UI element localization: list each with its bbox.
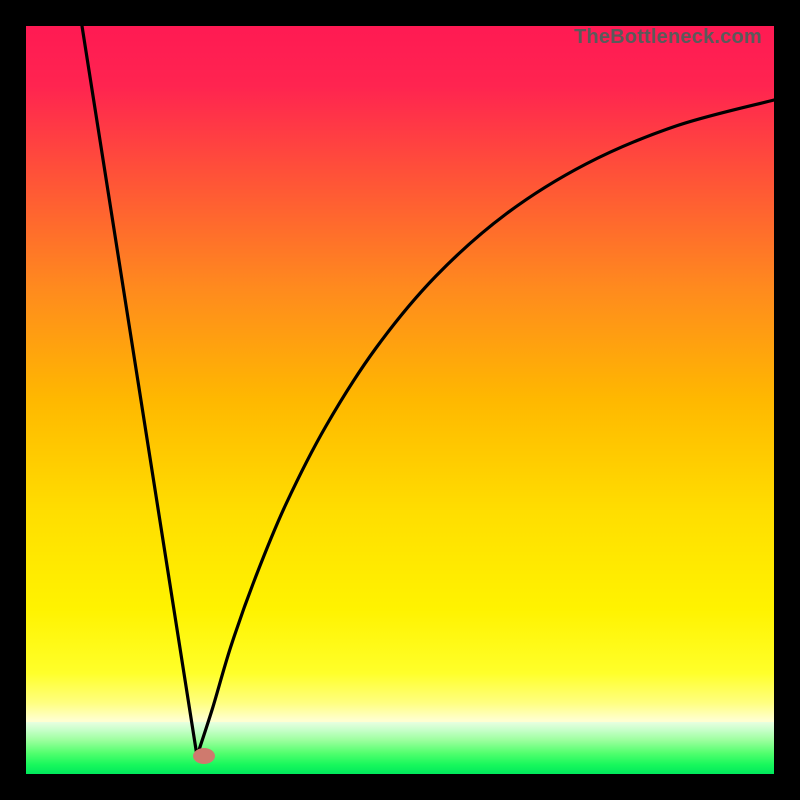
frame-top (0, 0, 800, 26)
bottleneck-curve (26, 26, 774, 774)
minimum-marker (193, 748, 215, 764)
frame-bottom (0, 774, 800, 800)
curve-path (82, 26, 774, 756)
frame-right (774, 0, 800, 800)
plot-area: TheBottleneck.com (26, 26, 774, 774)
frame-left (0, 0, 26, 800)
